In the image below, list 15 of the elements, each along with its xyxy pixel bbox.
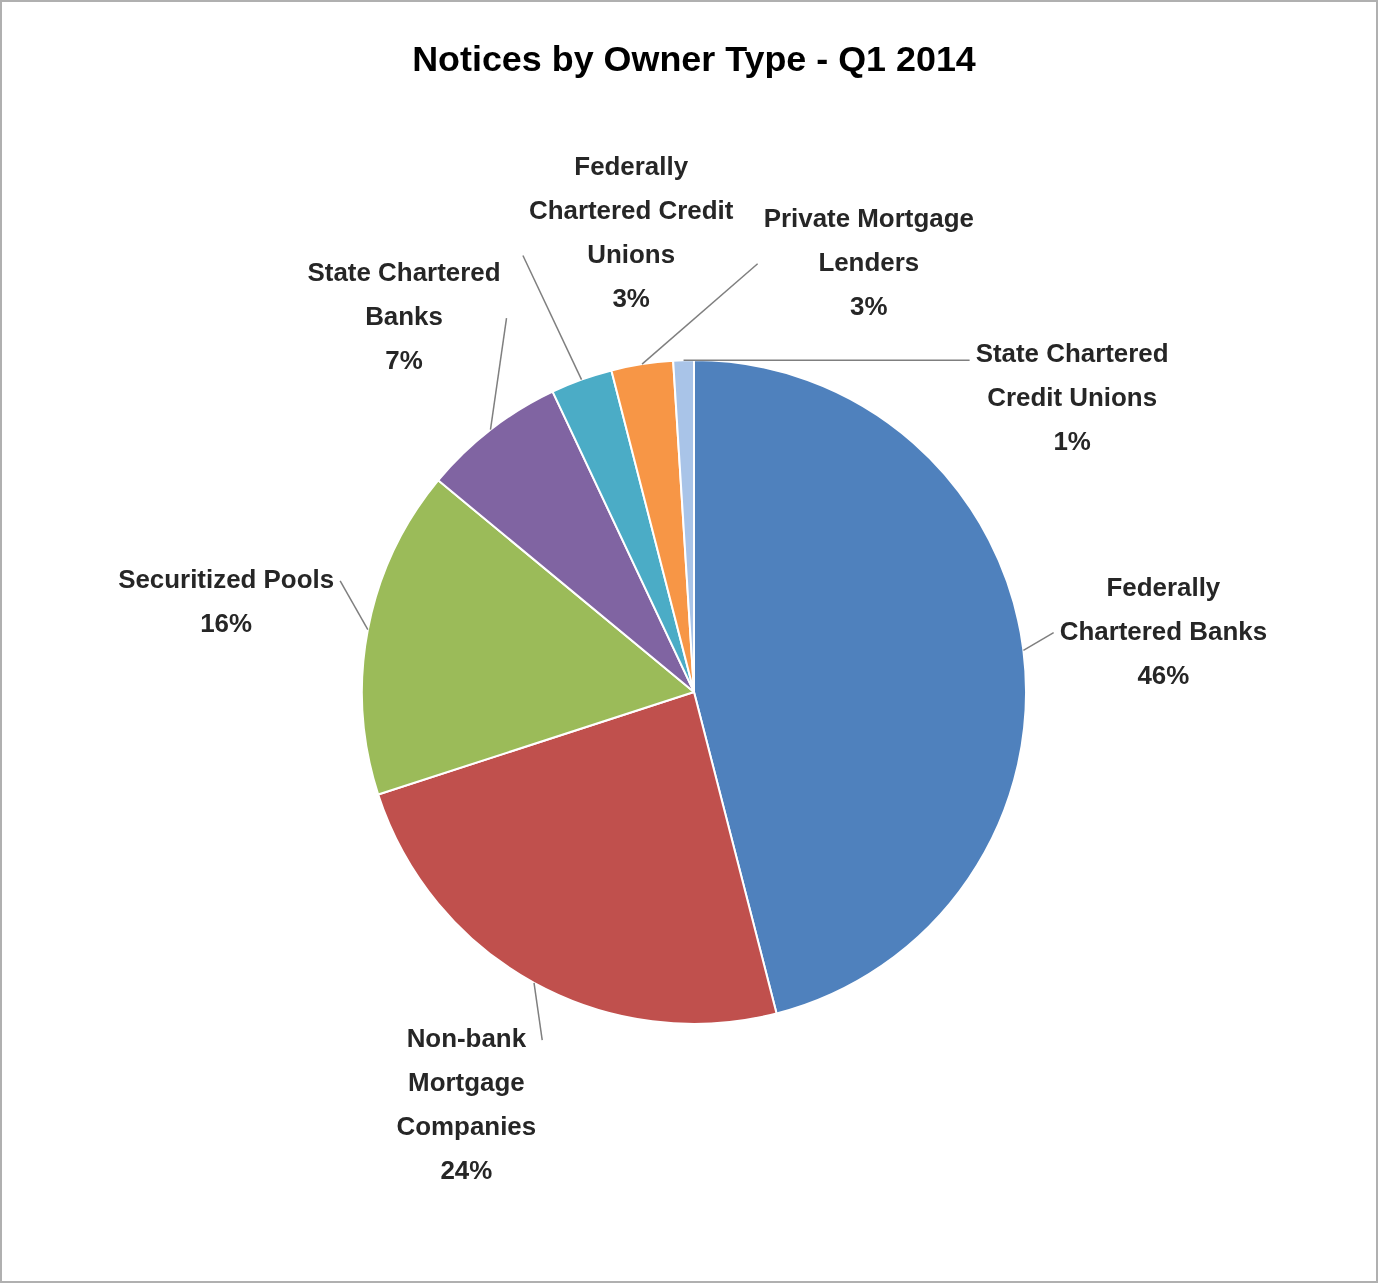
slice-label: Securitized Pools bbox=[118, 564, 335, 593]
data-label: 3% bbox=[850, 291, 888, 320]
data-label: 7% bbox=[385, 346, 423, 375]
chart-title: Notices by Owner Type - Q1 2014 bbox=[412, 39, 976, 80]
slice-label: Federally Chartered Credit Unions bbox=[528, 151, 734, 268]
slice-label: State Chartered Banks bbox=[307, 258, 501, 331]
data-label: 3% bbox=[612, 283, 650, 312]
data-label: 16% bbox=[200, 608, 253, 637]
slice-label: Private Mortgage Lenders bbox=[763, 204, 974, 276]
data-label: 1% bbox=[1053, 426, 1091, 455]
slice-label: State Chartered Credit Unions bbox=[975, 338, 1169, 411]
data-label: 46% bbox=[1137, 660, 1190, 689]
data-label: 24% bbox=[440, 1155, 493, 1184]
slice-label: Non-bank Mortgage Companies bbox=[396, 1024, 537, 1140]
slice-label: Federally Chartered Banks bbox=[1059, 572, 1268, 645]
